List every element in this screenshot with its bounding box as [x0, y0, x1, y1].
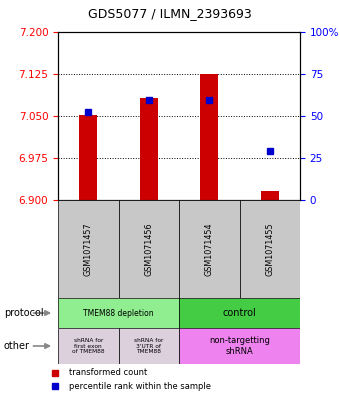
- Text: transformed count: transformed count: [69, 368, 147, 377]
- Text: TMEM88 depletion: TMEM88 depletion: [83, 309, 154, 318]
- Text: control: control: [223, 308, 256, 318]
- Text: shRNA for
first exon
of TMEM88: shRNA for first exon of TMEM88: [72, 338, 105, 354]
- Bar: [261, 191, 279, 200]
- Bar: [200, 74, 218, 200]
- Text: GSM1071454: GSM1071454: [205, 222, 214, 276]
- Bar: [119, 328, 179, 364]
- Text: GSM1071457: GSM1071457: [84, 222, 93, 276]
- Text: GSM1071455: GSM1071455: [265, 222, 274, 276]
- Bar: [140, 98, 158, 200]
- Bar: [239, 200, 300, 298]
- Bar: [58, 298, 179, 328]
- Bar: [119, 200, 179, 298]
- Bar: [179, 298, 300, 328]
- Bar: [58, 328, 119, 364]
- Text: protocol: protocol: [4, 308, 44, 318]
- Text: non-targetting
shRNA: non-targetting shRNA: [209, 336, 270, 356]
- Text: GSM1071456: GSM1071456: [144, 222, 153, 276]
- Bar: [179, 200, 239, 298]
- Text: GDS5077 / ILMN_2393693: GDS5077 / ILMN_2393693: [88, 7, 252, 20]
- Bar: [58, 200, 119, 298]
- Text: shRNA for
3'UTR of
TMEM88: shRNA for 3'UTR of TMEM88: [134, 338, 164, 354]
- Text: other: other: [4, 341, 30, 351]
- Bar: [179, 328, 300, 364]
- Bar: [79, 115, 97, 200]
- Text: percentile rank within the sample: percentile rank within the sample: [69, 382, 211, 391]
